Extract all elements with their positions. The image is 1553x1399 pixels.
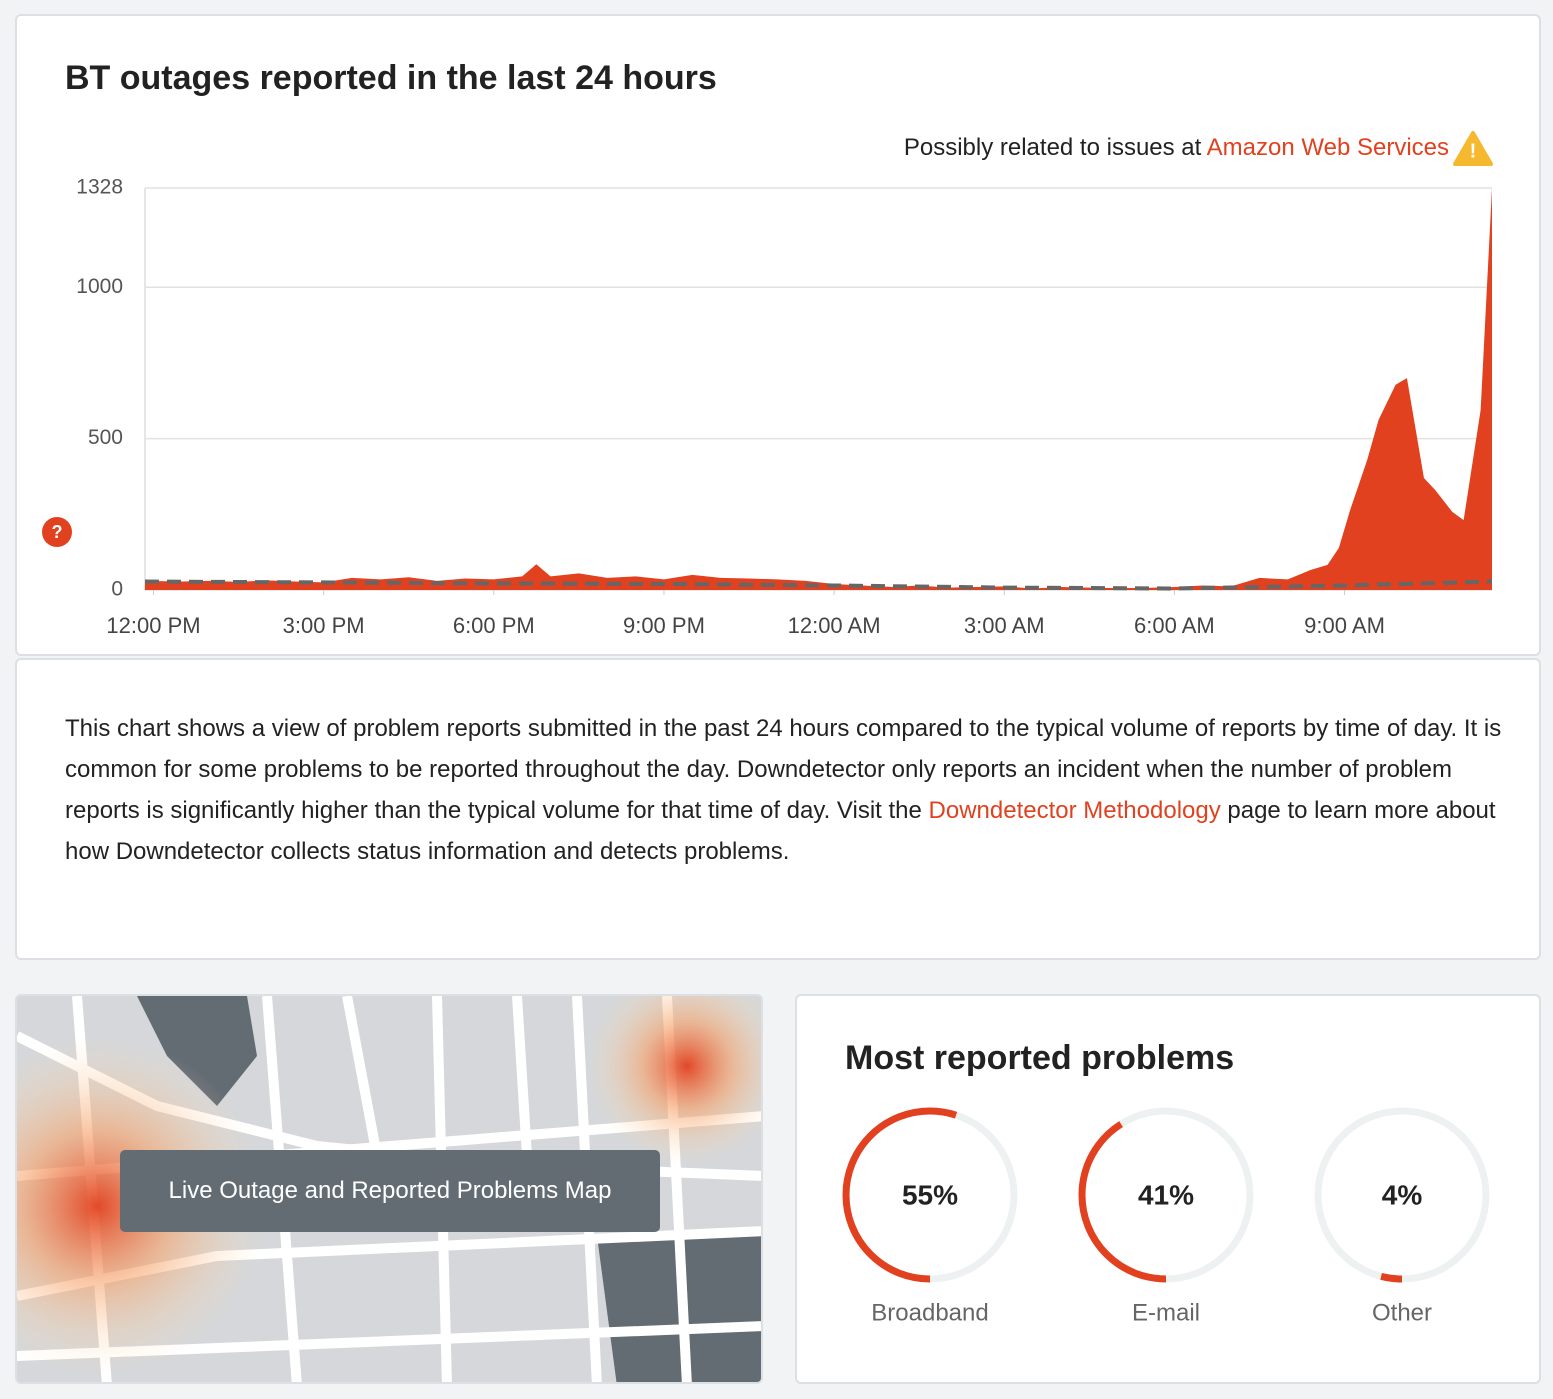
- warning-link[interactable]: Amazon Web Services: [1206, 134, 1449, 161]
- warning: Possibly related to issues at Amazon Web…: [904, 132, 1449, 164]
- donut-label: E-mail: [1132, 1299, 1200, 1326]
- baseline: [144, 579, 1493, 591]
- y-tick-label: 1328: [76, 176, 123, 199]
- text: page to learn more about how Downdetecto…: [65, 797, 1496, 865]
- x-tick-label: 12:00 AM: [788, 613, 881, 638]
- warning-icon: !: [1453, 131, 1493, 166]
- problems-card: [795, 994, 1541, 1384]
- description: This chart shows a view of problem repor…: [65, 708, 1505, 872]
- map-button[interactable]: Live Outage and Reported Problems Map: [120, 1150, 660, 1232]
- link[interactable]: Downdetector Methodology: [928, 797, 1221, 824]
- donut-label: Broadband: [871, 1299, 988, 1326]
- x-tick-label: 6:00 AM: [1134, 613, 1215, 638]
- chart-card: [15, 14, 1541, 656]
- help-icon[interactable]: ?: [42, 517, 72, 547]
- svg-text:!: !: [1470, 140, 1477, 162]
- svg-text:?: ?: [52, 522, 63, 542]
- y-tick-label: 0: [111, 578, 123, 601]
- map-card[interactable]: Live Outage and Reported Problems Map: [15, 994, 763, 1384]
- y-tick-label: 500: [88, 426, 123, 449]
- donut-label: Other: [1372, 1299, 1432, 1326]
- chart-title: BT outages reported in the last 24 hours: [65, 59, 717, 97]
- y-tick-label: 1000: [76, 275, 123, 298]
- donut-arc: [1078, 1107, 1254, 1283]
- description-card: This chart shows a view of problem repor…: [15, 658, 1541, 960]
- donut-value: 55%: [902, 1179, 958, 1210]
- x-tick-label: 3:00 PM: [283, 613, 365, 638]
- donut-arc: [842, 1107, 1018, 1283]
- reports-area: [145, 188, 1492, 590]
- x-tick-label: 3:00 AM: [964, 613, 1045, 638]
- warning-text: Possibly related to issues at: [903, 134, 1202, 161]
- donut-arc: [1314, 1107, 1490, 1283]
- x-tick-label: 9:00 PM: [623, 613, 705, 638]
- donut-value: 41%: [1138, 1179, 1194, 1210]
- x-tick-label: 12:00 PM: [106, 613, 200, 638]
- donut-value: 4%: [1382, 1179, 1423, 1210]
- text: This chart shows a view of problem repor…: [65, 715, 1502, 824]
- problems-title: Most reported problems: [845, 1039, 1234, 1077]
- x-tick-label: 9:00 AM: [1304, 613, 1385, 638]
- x-tick-label: 6:00 PM: [453, 613, 535, 638]
